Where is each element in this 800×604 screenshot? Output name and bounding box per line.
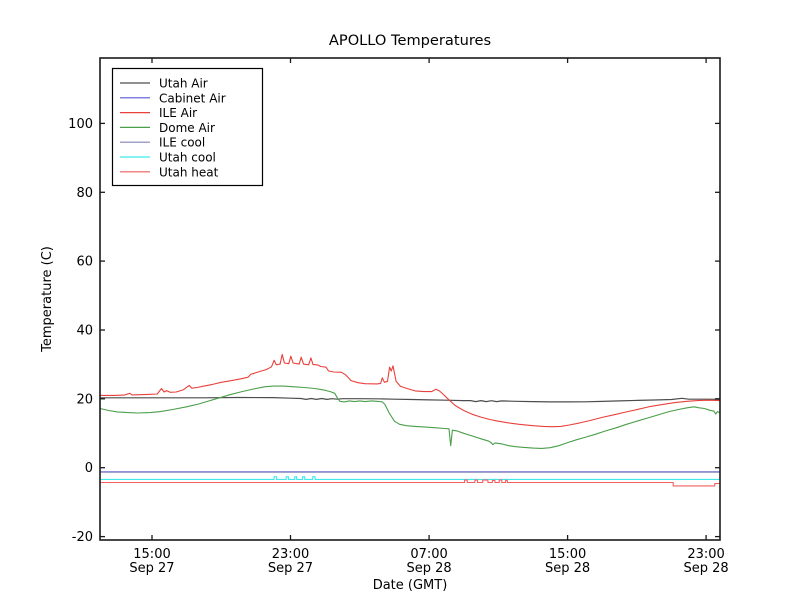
x-tick-label-date: Sep 27 (129, 561, 174, 576)
x-axis-label: Date (GMT) (373, 578, 448, 593)
y-tick-label: 100 (68, 117, 93, 132)
y-tick-label: 60 (76, 255, 93, 270)
legend-label: Utah Air (159, 77, 208, 91)
series-line-utah-heat (100, 479, 720, 487)
y-tick-label: 20 (76, 392, 93, 407)
chart-title: APOLLO Temperatures (329, 32, 491, 49)
y-tick-label: 40 (76, 324, 93, 339)
legend-label: Utah cool (159, 151, 216, 165)
series-line-utah-cool (100, 476, 720, 480)
legend-label: Cabinet Air (159, 91, 226, 105)
x-tick-label-time: 07:00 (410, 547, 447, 562)
x-tick-label-time: 23:00 (687, 547, 724, 562)
x-tick-label-time: 23:00 (272, 547, 309, 562)
legend-label: Utah heat (159, 165, 219, 179)
legend-label: ILE cool (159, 136, 205, 150)
series-line-utah-air (100, 396, 721, 403)
series-line-dome-air (99, 385, 721, 449)
legend-entry-dome-air: Dome Air (120, 121, 215, 135)
x-tick-label-date: Sep 28 (545, 561, 590, 576)
y-tick-label: -20 (72, 530, 93, 545)
legend-entry-cabinet-air: Cabinet Air (120, 91, 226, 105)
y-tick-label: 80 (76, 186, 93, 201)
legend-entry-utah-cool: Utah cool (120, 151, 216, 165)
axes-frame (99, 57, 721, 541)
x-tick-label-time: 15:00 (549, 547, 586, 562)
legend-box (111, 67, 264, 187)
x-tick-label-date: Sep 27 (268, 561, 313, 576)
legend-entry-utah-air: Utah Air (120, 77, 208, 91)
legend-entry-utah-heat: Utah heat (120, 165, 219, 179)
legend-entry-ile-air: ILE Air (120, 106, 197, 120)
legend-label: ILE Air (159, 106, 197, 120)
x-tick-label-date: Sep 28 (407, 561, 452, 576)
x-tick-label-time: 15:00 (133, 547, 170, 562)
legend-label: Dome Air (159, 121, 215, 135)
y-tick-label: 0 (85, 461, 93, 476)
y-axis-label: Temperature (C) (40, 246, 55, 353)
legend-entry-ile-cool: ILE cool (120, 136, 205, 150)
series-line-ile-air (100, 353, 721, 428)
x-tick-label-date: Sep 28 (684, 561, 729, 576)
